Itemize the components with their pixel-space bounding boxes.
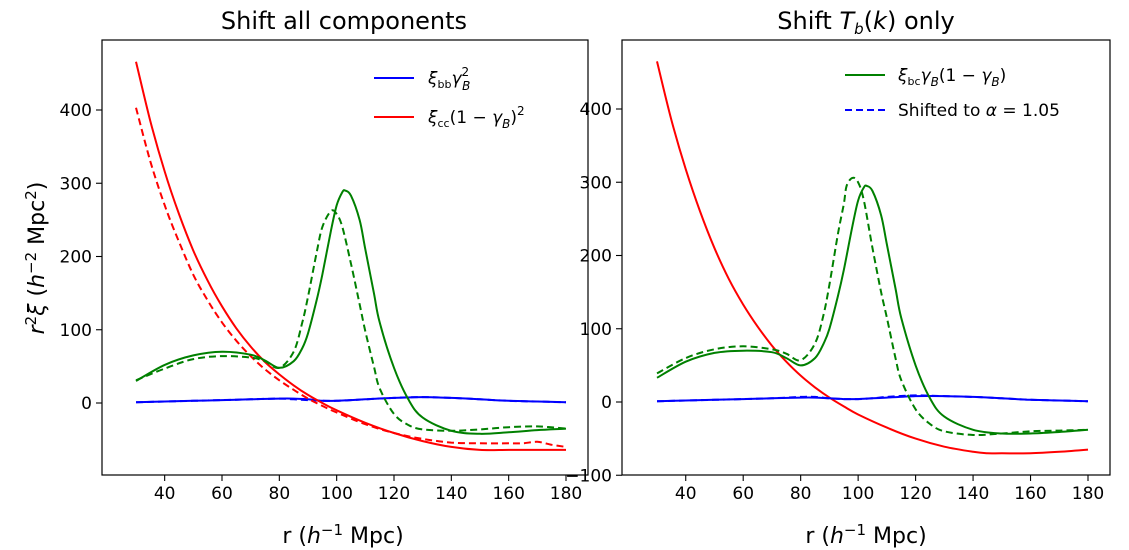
left-x-axis-label: r (h−1 Mpc)	[282, 521, 403, 549]
left-x-tick-label: 180	[550, 484, 582, 504]
left-x-tick-label: 120	[378, 484, 410, 504]
right-y-tick-label: 200	[580, 247, 612, 267]
right-x-tick-label: 120	[899, 484, 931, 504]
right-x-tick-label: 140	[957, 484, 989, 504]
right-y-tick-label: −100	[565, 466, 612, 486]
left-x-tick-label: 100	[320, 484, 352, 504]
left-panel-title: Shift all components	[221, 7, 467, 35]
left-axis-ticks: 40 60 80 100 120 140 160 180 0 100 200 300 400	[60, 101, 583, 504]
right-series-green-solid	[656, 184, 1089, 435]
right-x-tick-label: 100	[842, 484, 874, 504]
right-x-tick-label: 160	[1014, 484, 1046, 504]
right-y-tick-label: 400	[580, 100, 612, 120]
right-x-axis-label: r (h−1 Mpc)	[805, 521, 926, 549]
right-series-red-solid	[656, 61, 1089, 455]
right-series-blue-dashed	[656, 394, 1089, 403]
right-plot-frame	[621, 39, 1111, 476]
left-series-blue-dashed	[135, 396, 567, 404]
left-series-green-dashed	[135, 209, 567, 432]
left-x-tick-label: 40	[154, 484, 176, 504]
right-series-group	[656, 61, 1089, 455]
left-series-red-solid	[135, 61, 566, 452]
right-y-tick-label: 100	[580, 320, 612, 340]
left-x-tick-label: 80	[269, 484, 291, 504]
right-legend: ξbcγB(1 − γB) Shifted to α = 1.05	[845, 66, 1060, 121]
right-panel: Shift Tb(k) only 40 60 80 100 120 140 160 180 −1…	[565, 7, 1111, 549]
right-series-green-dashed	[656, 176, 1089, 437]
legend-label-xi-bc: ξbcγB(1 − γB)	[897, 66, 1006, 89]
left-plot-frame	[101, 39, 589, 476]
right-y-tick-label: 0	[601, 393, 612, 413]
left-y-axis-label: r2ξ (h−2 Mpc2)	[22, 182, 50, 335]
right-axis-ticks: 40 60 80 100 120 140 160 180 −100 0 100 200 300 400	[565, 100, 1104, 504]
left-y-tick-label: 0	[81, 394, 92, 414]
left-y-tick-label: 300	[60, 174, 92, 194]
left-y-tick-label: 100	[60, 321, 92, 341]
left-series-group	[135, 61, 567, 452]
right-x-tick-label: 80	[790, 484, 812, 504]
right-panel-title: Shift Tb(k) only	[777, 7, 954, 38]
left-y-tick-label: 400	[60, 101, 92, 121]
legend-label-shifted: Shifted to α = 1.05	[898, 101, 1060, 121]
right-x-tick-label: 180	[1072, 484, 1104, 504]
left-series-red-dashed	[135, 107, 567, 448]
left-panel: Shift all components 40 60 80 100 120 140 160 1…	[22, 7, 589, 549]
left-y-tick-label: 200	[60, 248, 92, 268]
left-series-green-solid	[135, 189, 567, 435]
left-legend: ξbbγ2 B ξcc(1 − γB)2	[374, 65, 525, 131]
left-x-tick-label: 160	[492, 484, 524, 504]
left-x-tick-label: 140	[435, 484, 467, 504]
right-y-tick-label: 300	[580, 173, 612, 193]
legend-label-xi-cc: ξcc(1 − γB)2	[427, 104, 525, 131]
left-x-tick-label: 60	[211, 484, 233, 504]
legend-label-xi-bb: ξbbγ2 B	[427, 65, 470, 93]
right-x-tick-label: 40	[675, 484, 697, 504]
right-x-tick-label: 60	[732, 484, 754, 504]
